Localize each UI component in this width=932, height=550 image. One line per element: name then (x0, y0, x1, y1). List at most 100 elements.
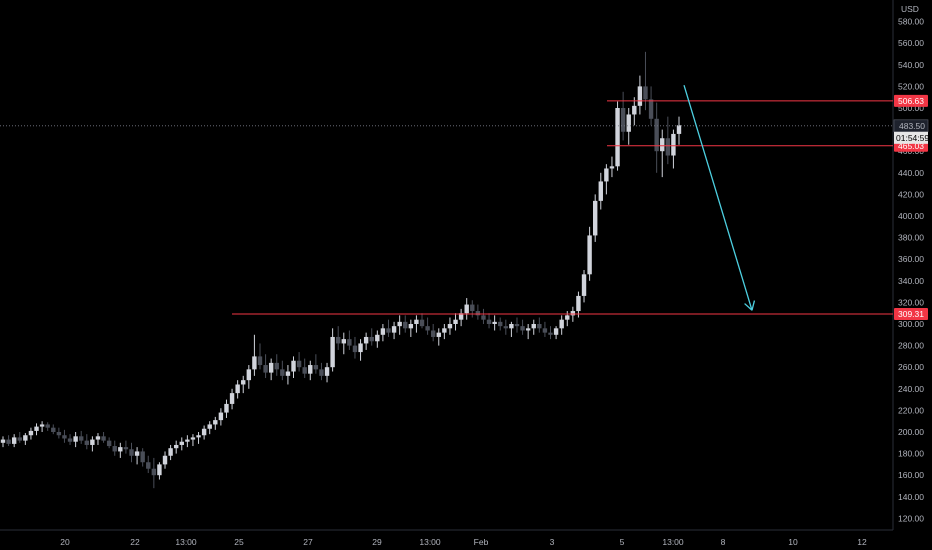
candle (67, 434, 73, 445)
candle (509, 321, 514, 337)
candle (643, 51, 648, 111)
candle-body (676, 125, 682, 134)
candle-body (565, 315, 570, 320)
candle-body (542, 328, 548, 333)
candle-body (241, 380, 246, 385)
candle (79, 430, 84, 444)
candle-body (56, 432, 62, 436)
candle (112, 440, 117, 456)
candle-body (62, 435, 67, 439)
candle-body (537, 324, 542, 329)
candle (201, 425, 207, 440)
candle-body (375, 334, 380, 342)
candle (0, 436, 6, 448)
candle (453, 313, 458, 331)
candle (531, 319, 536, 335)
candle (11, 434, 17, 448)
candle-body (525, 328, 531, 331)
candle-body (430, 330, 436, 337)
support-tag-bg (894, 307, 928, 320)
candle (263, 354, 268, 378)
candle (162, 451, 168, 469)
candle (665, 116, 671, 165)
candle (654, 102, 659, 173)
time-tick-label: 29 (372, 537, 382, 547)
candle (168, 444, 173, 461)
candle (296, 352, 302, 372)
candle (430, 324, 436, 342)
candle-body (11, 437, 17, 444)
candle (146, 455, 151, 474)
candle-body (397, 321, 402, 327)
candle-body (336, 336, 341, 344)
candle-body (486, 319, 492, 324)
candle (118, 442, 123, 458)
projection-arrow-head (744, 303, 753, 311)
candle-body (665, 138, 671, 156)
candle (520, 319, 525, 335)
resistance-lower-tag-label: 465.03 (898, 141, 924, 151)
support-tag: 309.31 (894, 307, 928, 320)
candle (369, 328, 374, 346)
candle (352, 336, 358, 359)
resistance-upper-tag-bg (894, 94, 928, 107)
candle (492, 315, 497, 331)
candle-body (648, 99, 654, 119)
candle-body (358, 343, 363, 353)
price-tick-label: 220.00 (898, 405, 924, 415)
price-tick-label: 180.00 (898, 449, 924, 459)
candle (442, 324, 447, 340)
candle-body (302, 367, 307, 374)
time-tick-label: 27 (303, 537, 313, 547)
candle (257, 343, 263, 370)
candle-body (296, 360, 302, 368)
candle (62, 429, 67, 443)
candle (498, 317, 503, 331)
candle (486, 313, 492, 329)
candle-body (587, 235, 592, 275)
candle-body (257, 356, 263, 366)
candle (470, 300, 475, 318)
time-axis[interactable]: 20 22 13:00 25 27 29 13:00 Feb 3 5 13:00 8 10 12 (60, 537, 867, 547)
price-axis[interactable]: 580.00560.00540.00520.00500.00480.00460.… (898, 17, 924, 524)
candle-body (84, 440, 90, 445)
price-tick-label: 540.00 (898, 60, 924, 70)
candle (615, 101, 620, 171)
candle-body (626, 114, 631, 132)
candle (553, 326, 559, 340)
candle-body (207, 424, 212, 429)
candle-body (106, 440, 112, 447)
time-tick-label: 12 (857, 537, 867, 547)
price-tick-label: 200.00 (898, 427, 924, 437)
candle (140, 448, 145, 467)
projection-arrow-shaft (683, 85, 753, 311)
candle (51, 424, 56, 435)
price-tick-label: 300.00 (898, 319, 924, 329)
candle (23, 433, 28, 445)
time-tick-label: 20 (60, 537, 70, 547)
candle-body (637, 86, 643, 106)
candle-body (492, 321, 497, 324)
price-tick-label: 280.00 (898, 341, 924, 351)
candle-body (274, 362, 279, 370)
price-tick-label: 160.00 (898, 470, 924, 480)
candle (341, 332, 346, 355)
candle (218, 408, 224, 426)
candle (229, 388, 235, 410)
price-tick-label: 340.00 (898, 276, 924, 286)
candle (475, 304, 481, 320)
candle (537, 317, 542, 333)
candle (6, 435, 11, 447)
support-tag-label: 309.31 (898, 309, 924, 319)
price-tick-label: 380.00 (898, 233, 924, 243)
candle (587, 226, 592, 281)
time-tick-label: 5 (620, 537, 625, 547)
candle (134, 447, 140, 465)
candle-body (129, 449, 134, 456)
price-tick-label: 140.00 (898, 492, 924, 502)
candle-body (414, 319, 419, 324)
candle-body (90, 439, 95, 445)
candle-body (453, 319, 458, 324)
candle-body (118, 447, 123, 452)
